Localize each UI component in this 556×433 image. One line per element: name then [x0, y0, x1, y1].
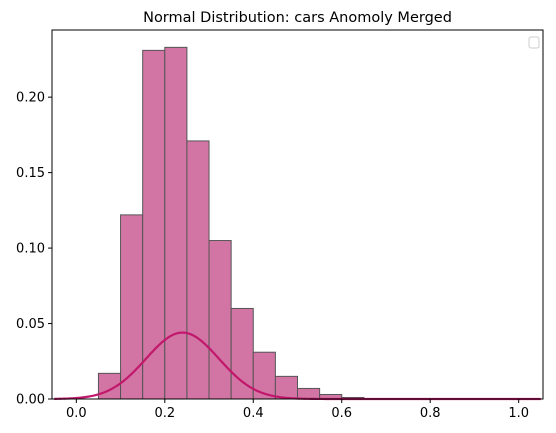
histogram-bar — [230, 307, 254, 400]
y-tick-label: 0.00 — [16, 393, 45, 408]
y-tick-label: 0.15 — [16, 166, 45, 181]
histogram-bar — [274, 375, 298, 400]
y-tick-label: 0.05 — [16, 317, 45, 332]
y-tick-label: 0.20 — [16, 91, 45, 106]
chart-title: Normal Distribution: cars Anomoly Merged — [143, 10, 452, 26]
histogram-bar — [186, 140, 210, 400]
x-tick-label: 0.0 — [66, 406, 87, 421]
plot-frame — [51, 29, 544, 400]
x-tick-label: 0.8 — [420, 406, 441, 421]
bars-layer — [97, 46, 365, 400]
legend-box — [528, 36, 540, 49]
histogram-bar — [297, 387, 321, 400]
x-tick-label: 0.4 — [243, 406, 264, 421]
histogram-bar — [252, 351, 276, 400]
legend-layer — [528, 36, 540, 49]
axes-layer: 0.0 0.2 0.4 0.6 0.8 1.0 0.00 0.05 0.10 0.15 0.20 — [16, 29, 544, 421]
histogram-bar — [208, 240, 232, 400]
histogram-bar — [164, 46, 188, 400]
y-tick-label: 0.10 — [16, 242, 45, 257]
histogram-bar — [120, 214, 144, 400]
histogram-bar — [142, 49, 166, 400]
x-tick-label: 1.0 — [508, 406, 529, 421]
x-tick-label: 0.6 — [331, 406, 352, 421]
x-tick-label: 0.2 — [154, 406, 175, 421]
